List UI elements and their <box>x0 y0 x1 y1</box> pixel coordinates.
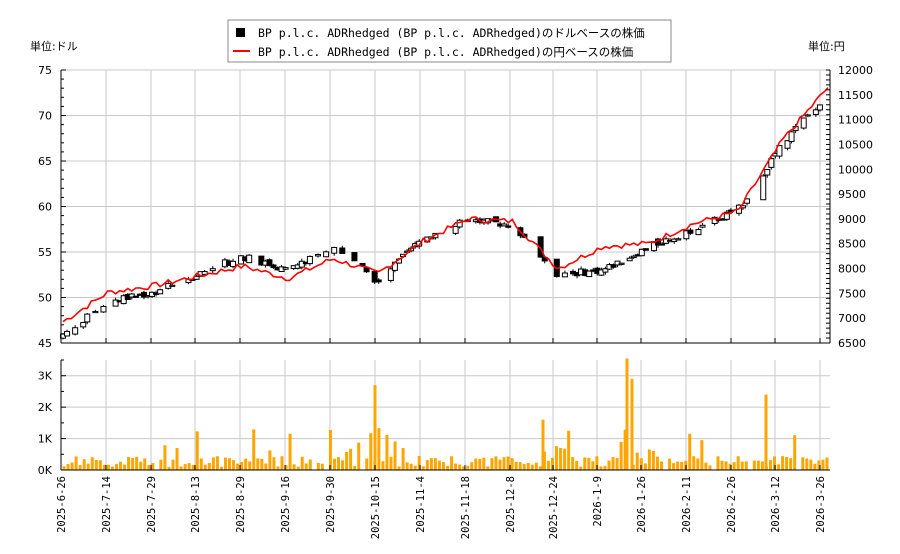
svg-text:2026-2-11: 2026-2-11 <box>681 476 693 533</box>
legend-item-yen: BP p.l.c. ADRhedged (BP p.l.c. ADRhedged… <box>258 45 633 59</box>
svg-text:10500: 10500 <box>838 138 873 151</box>
dollar-square-icon <box>236 28 245 37</box>
svg-text:2026-3-12: 2026-3-12 <box>770 476 782 533</box>
legend-box <box>227 19 672 63</box>
svg-text:9500: 9500 <box>838 188 866 201</box>
svg-text:2026-1-9: 2026-1-9 <box>592 476 604 527</box>
svg-text:45: 45 <box>38 337 52 350</box>
svg-text:8000: 8000 <box>838 263 866 276</box>
axis-frames <box>60 70 831 471</box>
svg-text:3K: 3K <box>38 370 53 383</box>
volume-axis-ticks: 3K 2K 1K 0K <box>38 359 66 477</box>
svg-text:0K: 0K <box>38 464 53 477</box>
svg-text:8500: 8500 <box>838 238 866 251</box>
svg-text:2025-8-13: 2025-8-13 <box>190 476 202 533</box>
svg-text:2025-11-4: 2025-11-4 <box>415 476 427 533</box>
svg-text:2026-1-26: 2026-1-26 <box>636 476 648 533</box>
svg-text:2026-3-26: 2026-3-26 <box>815 476 827 533</box>
svg-text:75: 75 <box>38 64 52 77</box>
svg-text:12000: 12000 <box>838 64 873 77</box>
svg-text:2026-2-26: 2026-2-26 <box>726 476 738 533</box>
svg-text:2025-9-30: 2025-9-30 <box>325 476 337 533</box>
svg-text:1K: 1K <box>38 433 53 446</box>
yen-price-line <box>62 87 829 323</box>
svg-text:2025-9-16: 2025-9-16 <box>280 476 292 533</box>
svg-text:11500: 11500 <box>838 89 873 102</box>
svg-text:2025-6-26: 2025-6-26 <box>56 476 68 533</box>
x-axis-ticks: 2025-6-26 2025-7-14 2025-7-29 2025-8-13 2025… <box>56 338 827 539</box>
price-grid <box>60 69 830 344</box>
svg-text:50: 50 <box>38 292 52 305</box>
svg-text:10000: 10000 <box>838 163 873 176</box>
svg-text:9000: 9000 <box>838 213 866 226</box>
svg-text:65: 65 <box>38 155 52 168</box>
svg-text:11000: 11000 <box>838 114 873 127</box>
svg-text:2025-7-14: 2025-7-14 <box>101 476 113 533</box>
svg-text:55: 55 <box>38 246 52 259</box>
svg-text:6500: 6500 <box>838 337 866 350</box>
right-unit-label: 単位:円 <box>808 39 845 53</box>
legend: BP p.l.c. ADRhedged (BP p.l.c. ADRhedged… <box>227 19 672 63</box>
svg-text:2025-8-29: 2025-8-29 <box>235 476 247 533</box>
svg-text:2025-12-8: 2025-12-8 <box>505 476 517 533</box>
svg-text:70: 70 <box>38 110 52 123</box>
svg-text:7000: 7000 <box>838 312 866 325</box>
svg-text:2K: 2K <box>38 401 53 414</box>
left-unit-label: 単位:ドル <box>30 39 78 53</box>
right-axis-ticks: 12000 11500 11000 10500 10000 9500 9000 8500 800… <box>826 64 873 350</box>
candlesticks <box>60 104 823 340</box>
svg-text:2025-10-15: 2025-10-15 <box>370 476 382 539</box>
svg-text:2025-11-18: 2025-11-18 <box>460 476 472 539</box>
svg-text:60: 60 <box>38 201 52 214</box>
svg-text:2025-7-29: 2025-7-29 <box>146 476 158 533</box>
left-axis-ticks: 75 70 65 60 55 50 45 <box>38 64 66 350</box>
legend-item-dollar: BP p.l.c. ADRhedged (BP p.l.c. ADRhedged… <box>258 26 645 40</box>
volume-bars <box>62 358 829 470</box>
svg-text:2025-12-24: 2025-12-24 <box>548 476 560 539</box>
svg-text:7500: 7500 <box>838 287 866 300</box>
